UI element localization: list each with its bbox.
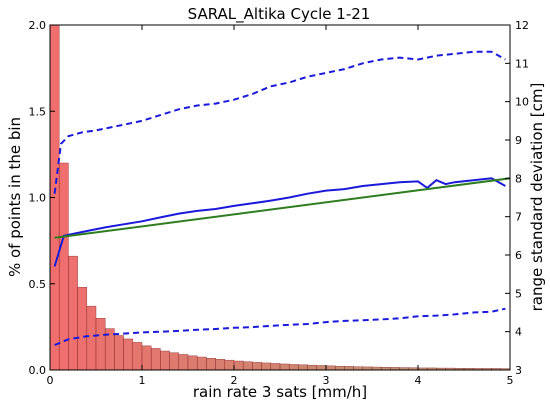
y-left-tick-label: 0.0: [29, 364, 47, 377]
histogram-bar: [298, 364, 308, 371]
histogram-bar: [288, 364, 299, 371]
histogram-bar: [233, 360, 244, 371]
histogram-bar: [123, 338, 134, 371]
histogram-bar: [215, 359, 226, 371]
histogram-bar: [169, 352, 180, 371]
dashed-series-line-1: [53, 50, 506, 194]
histogram-bar: [178, 354, 189, 371]
x-axis: 0 1 2 3 4 5: [47, 25, 514, 387]
y-left-tick-label: 0.5: [29, 278, 47, 291]
y-right-tick-label: 5: [515, 287, 522, 300]
x-axis-title: rain rate 3 sats [mm/h]: [193, 383, 367, 401]
y-right-tick-label: 10: [515, 96, 529, 109]
histogram-bar: [307, 364, 318, 371]
histogram-bar: [224, 359, 235, 371]
x-tick-label: 2: [231, 374, 238, 387]
histogram-bar: [261, 362, 272, 371]
x-tick-label: 1: [139, 374, 146, 387]
x-tick-label: 3: [323, 374, 330, 387]
chart-title: SARAL_Altika Cycle 1-21: [188, 5, 371, 24]
y-right-tick-label: 9: [515, 134, 522, 147]
y-axis-right: 3 4 5 6 7 8 9 10 11 12: [505, 19, 529, 377]
solid-series-line-3: [54, 177, 511, 239]
y-right-axis-title: range standard deviation [cm]: [528, 83, 546, 312]
plot-frame: [49, 24, 511, 371]
y-right-tick-label: 6: [515, 249, 522, 262]
histogram-bar: [160, 350, 170, 371]
histogram-bar: [316, 365, 327, 371]
dashed-series-line-2: [54, 307, 506, 347]
histogram-bar: [86, 305, 97, 371]
y-left-axis-title: % of points in the bin: [6, 117, 24, 277]
histogram-bar: [150, 348, 161, 371]
histogram-bar: [242, 361, 253, 371]
y-right-tick-label: 3: [515, 364, 522, 377]
y-right-tick-label: 12: [515, 19, 529, 32]
plot-area: [49, 24, 511, 371]
histogram-bar: [196, 356, 207, 371]
x-tick-label: 5: [507, 374, 514, 387]
x-tick-label: 4: [415, 374, 422, 387]
histogram-bar: [68, 255, 78, 371]
y-axis-left: 0.0 0.5 1.0 1.5 2.0: [29, 19, 55, 377]
histogram-bar: [279, 363, 290, 371]
histogram-bar: [114, 335, 124, 371]
histogram-bar: [77, 286, 88, 371]
histogram-bar: [206, 358, 216, 371]
histogram-bar: [187, 355, 198, 371]
histogram-bar: [141, 345, 152, 371]
y-right-tick-label: 4: [515, 326, 522, 339]
histogram-bar: [252, 362, 262, 371]
histogram-bar: [325, 365, 336, 371]
y-right-tick-label: 7: [515, 211, 522, 224]
histogram-bar: [334, 365, 345, 371]
y-left-tick-label: 1.0: [29, 192, 47, 205]
y-left-tick-label: 2.0: [29, 19, 47, 32]
y-right-tick-label: 8: [515, 172, 522, 185]
histogram-bar: [344, 366, 354, 371]
y-left-tick-label: 1.5: [29, 105, 47, 118]
x-tick-label: 0: [47, 374, 54, 387]
histogram-bar: [270, 363, 281, 371]
y-right-tick-label: 11: [515, 57, 529, 70]
histogram-bar: [132, 342, 143, 371]
histogram-bar: [95, 318, 106, 371]
solid-series-line-0: [53, 177, 506, 267]
